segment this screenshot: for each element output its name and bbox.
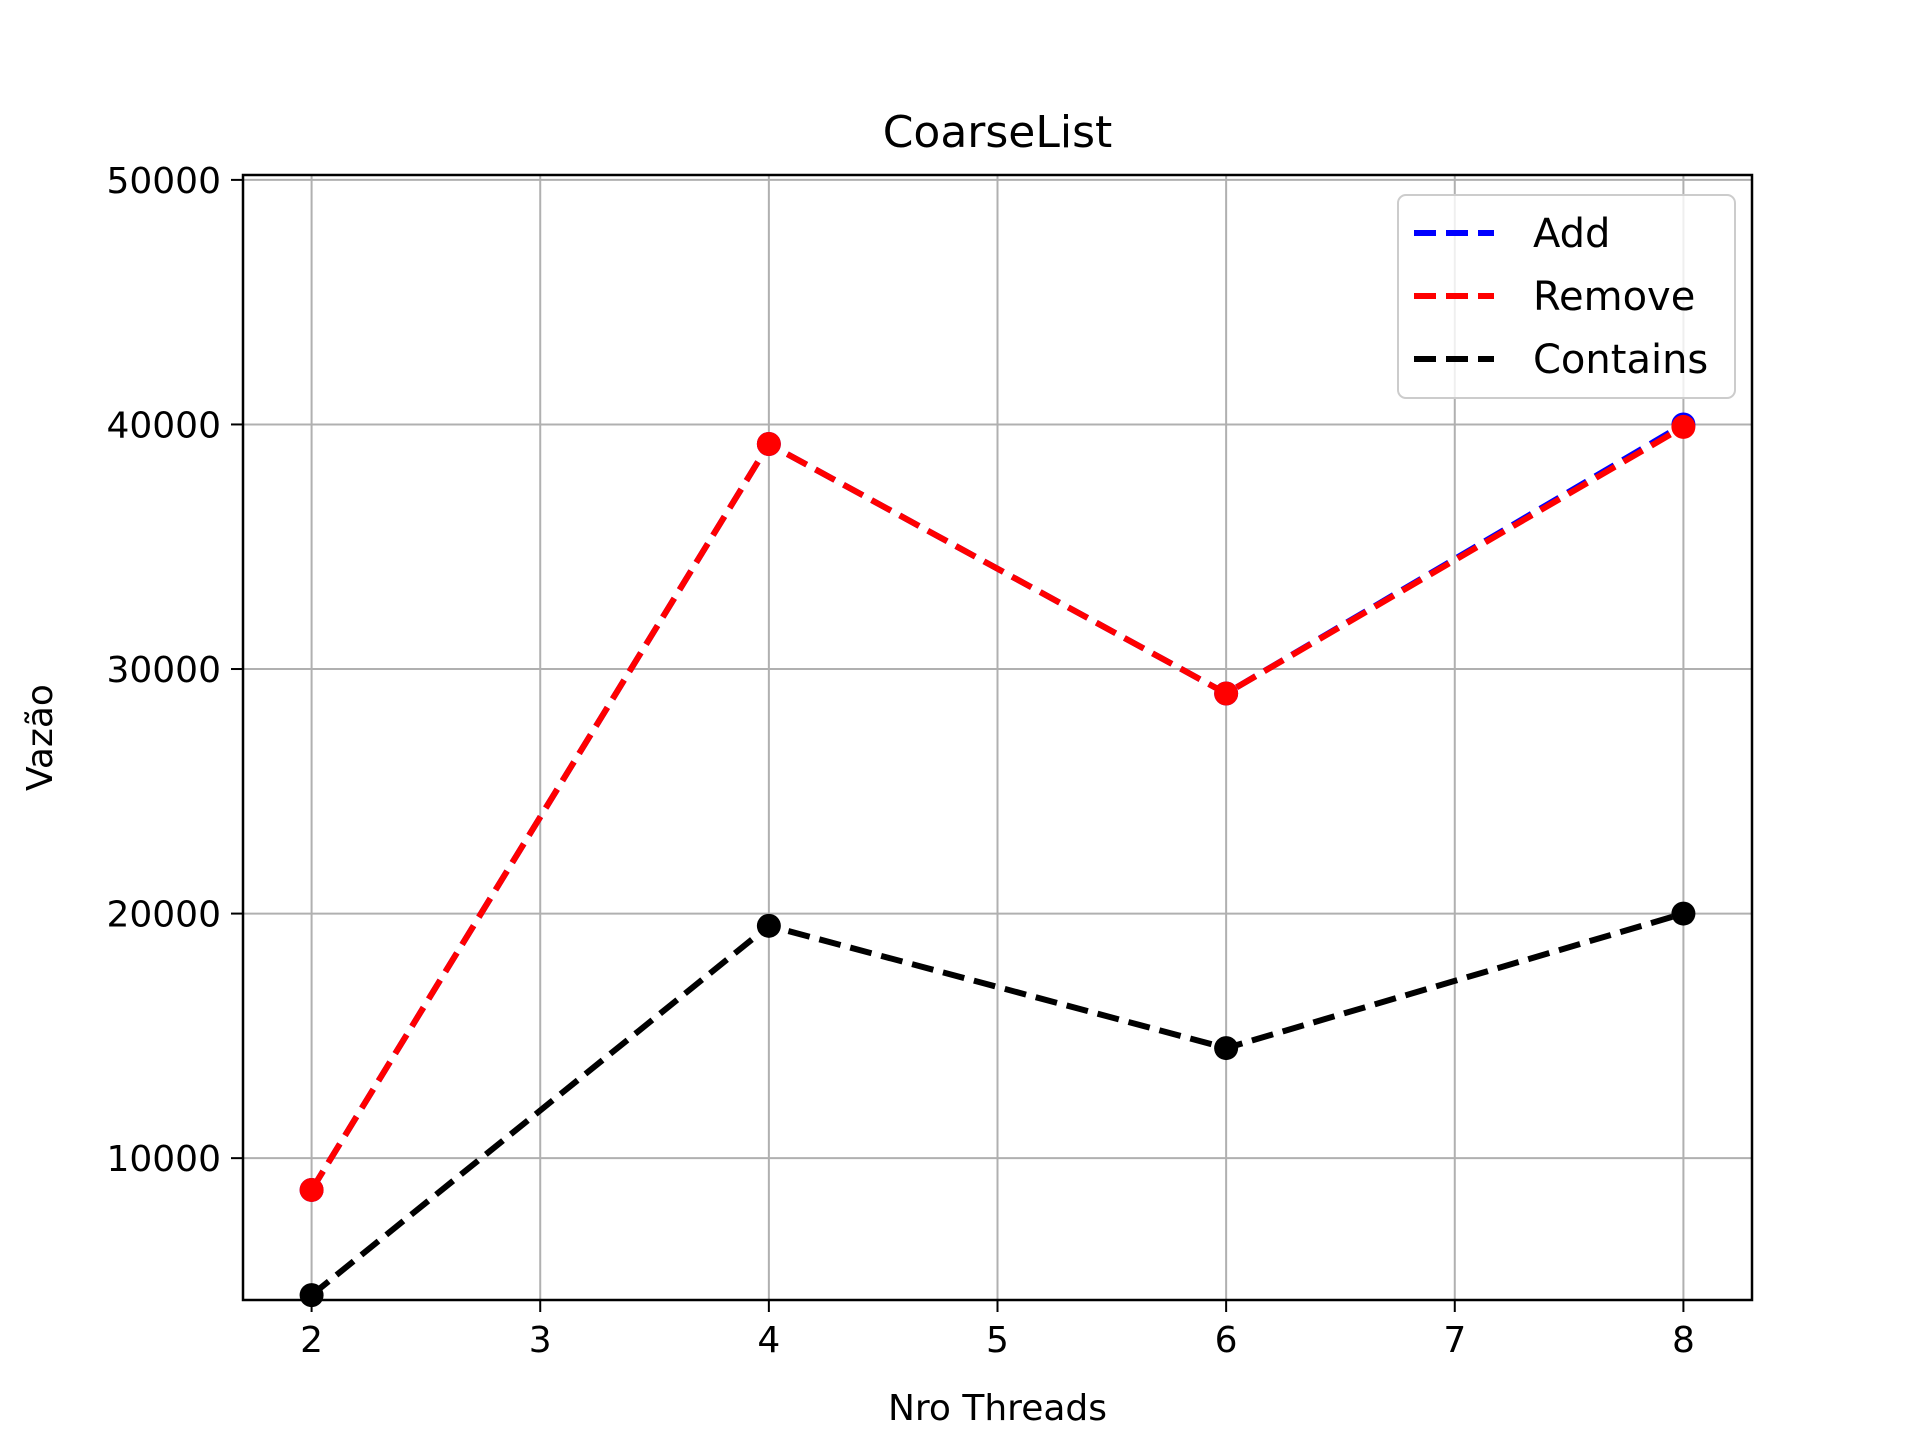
x-tick-label: 5: [986, 1320, 1009, 1361]
x-tick-label: 8: [1672, 1320, 1695, 1361]
legend: Add Remove Contains: [1398, 195, 1735, 398]
y-tick-label: 40000: [106, 405, 221, 446]
y-axis-label: Vazão: [20, 684, 61, 791]
x-tick-label: 2: [300, 1320, 323, 1361]
x-tick-label: 7: [1443, 1320, 1466, 1361]
data-point-remove: [757, 432, 781, 456]
x-tick-label: 3: [529, 1320, 552, 1361]
data-point-remove: [1214, 681, 1238, 705]
legend-label-remove: Remove: [1533, 274, 1695, 320]
y-tick-label: 10000: [106, 1139, 221, 1180]
legend-label-add: Add: [1533, 211, 1610, 257]
x-tick-label: 6: [1215, 1320, 1238, 1361]
data-point-contains: [1671, 902, 1695, 926]
data-point-remove: [300, 1178, 324, 1202]
x-tick-label: 4: [757, 1320, 780, 1361]
x-axis-label: Nro Threads: [888, 1388, 1107, 1429]
data-point-remove: [1671, 415, 1695, 439]
y-tick-label: 30000: [106, 650, 221, 691]
data-point-contains: [757, 914, 781, 938]
legend-label-contains: Contains: [1533, 337, 1708, 383]
data-point-contains: [1214, 1036, 1238, 1060]
y-tick-label: 20000: [106, 895, 221, 936]
y-tick-label: 50000: [106, 161, 221, 202]
chart-title: CoarseList: [883, 107, 1113, 158]
